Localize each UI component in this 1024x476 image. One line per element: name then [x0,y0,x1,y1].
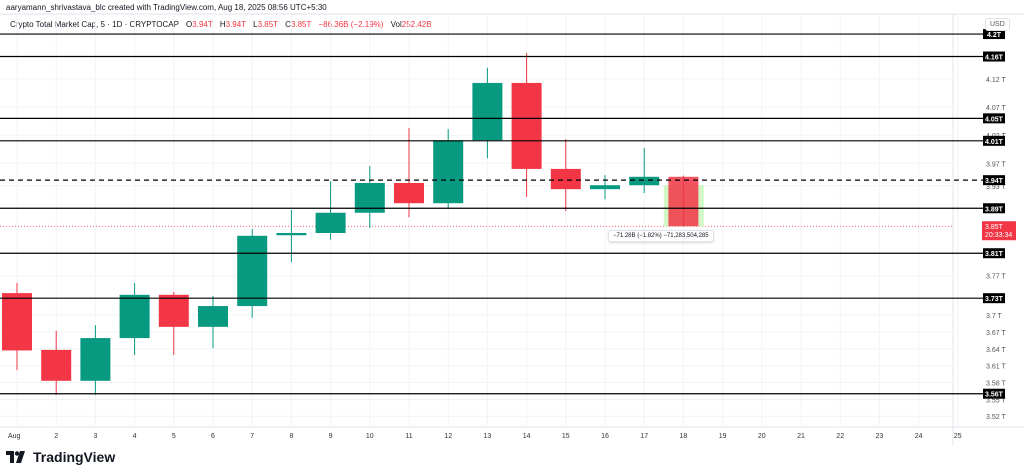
candle-body [511,82,542,169]
x-tick-label: 7 [250,433,254,440]
x-tick-label: 6 [211,433,215,440]
open-label: O [186,20,193,29]
x-tick-label: 15 [562,433,570,440]
candle-body [80,338,111,381]
candle-body [158,294,189,327]
chart-credit: aaryamann_shrivastava_blc created with T… [6,3,327,12]
y-tick-label: 3.58 T [986,380,1006,387]
candle-body [237,235,268,307]
x-tick-label: 8 [289,433,293,440]
y-tick-label: 3.52 T [986,414,1006,421]
candle-body [472,82,503,141]
current-price-label: 3.85T [985,224,1004,231]
change-value: −86.36B (−2.19%) [318,20,384,29]
level-price-label: 3.81T [985,251,1004,258]
x-tick-label: 9 [329,433,333,440]
level-price-tag [983,135,1005,146]
level-price-label: 4.2T [987,32,1002,39]
candle-body [668,176,699,227]
high-value: 3.94T [225,20,246,29]
x-tick-label: 10 [366,433,374,440]
candle-body [276,232,307,236]
currency-button[interactable]: USD [985,18,1010,31]
y-tick-label: 3.64 T [986,347,1006,354]
candle-body [433,140,464,204]
y-tick-label: 3.55 T [986,397,1006,404]
candle-body [394,182,424,204]
high-label: H [219,20,226,29]
y-tick-label: 3.77 T [986,274,1006,281]
candle-body [119,294,150,339]
y-tick-label: 3.93 T [986,184,1006,191]
candle-body [41,349,72,381]
symbol-name[interactable]: Crypto Total Market Cap, 5 · 1D · CRYPTO… [10,20,179,29]
close-label: C [285,20,291,29]
candle-body [629,176,660,186]
x-tick-label: 22 [836,433,844,440]
y-tick-label: 3.67 T [986,330,1006,337]
level-price-label: 4.16T [985,55,1004,62]
low-value: 3.85T [257,20,278,29]
measure-tooltip: −71.28B (−1.82%) −71,283,504,285 [608,230,714,242]
symbol-legend: Crypto Total Market Cap, 5 · 1D · CRYPTO… [10,20,432,29]
current-price-tag [982,221,1016,241]
x-tick-label: 25 [954,433,962,440]
brand-name: TradingView [33,449,116,465]
level-price-label: 3.73T [985,296,1004,303]
x-tick-label: 18 [680,433,688,440]
low-label: L [253,20,258,29]
y-tick-label: 3.61 T [986,364,1006,371]
level-price-tag [983,293,1005,304]
candle-body [2,293,32,351]
x-tick-label: 16 [601,433,609,440]
x-tick-label: 2 [54,433,58,440]
level-price-label: 3.56T [985,392,1004,399]
level-price-label: 4.05T [985,116,1004,123]
level-price-tag [983,175,1005,186]
level-price-label: 3.94T [985,178,1004,185]
candle-body [315,212,346,233]
level-price-tag [983,388,1005,399]
level-price-label: 4.01T [985,139,1004,146]
y-tick-label: 3.7 T [986,313,1003,320]
level-price-tag [983,29,1005,40]
x-tick-label: Aug [8,433,21,440]
candle-body [198,306,228,327]
x-tick-label: 13 [484,433,492,440]
x-tick-label: 24 [915,433,923,440]
x-tick-label: 20 [758,433,766,440]
bar-countdown: 20:33:34 [985,232,1012,239]
x-tick-label: 5 [172,433,176,440]
tradingview-logo: TradingView [6,449,115,465]
level-price-tag [983,51,1005,62]
x-tick-label: 21 [797,433,805,440]
x-tick-label: 12 [444,433,452,440]
candle-body [550,168,581,190]
level-price-label: 3.89T [985,206,1004,213]
y-tick-label: 4.12 T [986,77,1006,84]
close-value: 3.85T [290,20,312,29]
level-price-tag [983,203,1005,214]
volume-value: 252.42B [401,20,432,29]
x-tick-label: 23 [876,433,884,440]
x-tick-label: 17 [640,433,648,440]
volume-label: Vol [390,20,402,29]
x-tick-label: 14 [523,433,531,440]
level-price-tag [983,248,1005,259]
x-tick-label: 4 [133,433,137,440]
x-tick-label: 11 [405,433,412,440]
y-tick-label: 3.97 T [986,161,1006,168]
candle-body [590,185,620,190]
x-tick-label: 19 [719,433,727,440]
tradingview-logo-icon [6,451,25,463]
level-price-tag [983,113,1005,124]
y-tick-label: 4.07 T [986,105,1006,112]
x-tick-label: 3 [93,433,97,440]
open-value: 3.94T [192,20,213,29]
